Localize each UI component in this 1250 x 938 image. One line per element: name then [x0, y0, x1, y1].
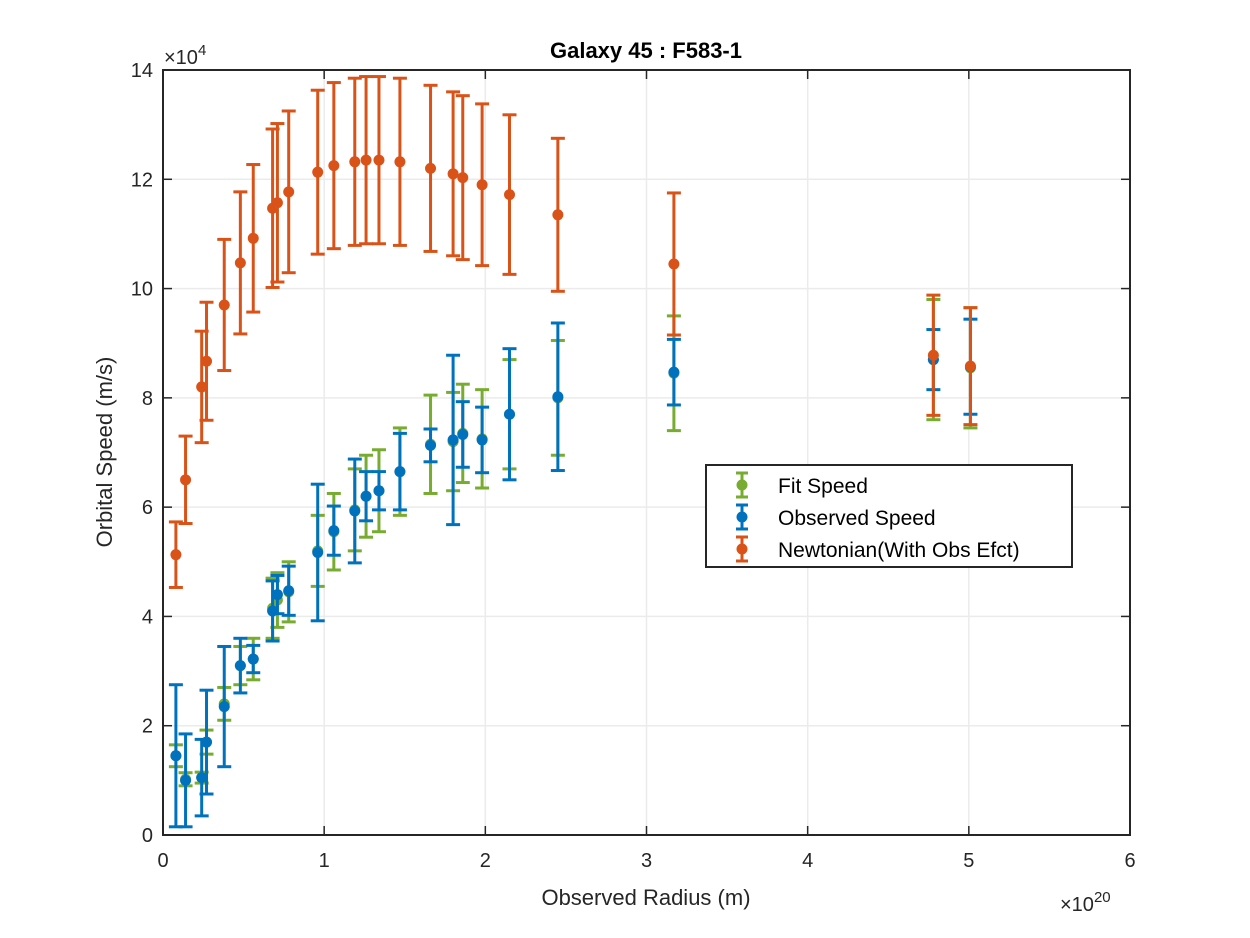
data-point [476, 434, 488, 446]
y-exponent-label: ×104 [164, 42, 206, 69]
data-point [196, 381, 208, 393]
data-point [360, 154, 372, 166]
data-point [394, 466, 406, 478]
data-point [312, 166, 324, 178]
data-point [218, 701, 230, 713]
data-point [283, 186, 295, 198]
data-point [425, 162, 437, 174]
data-point [552, 391, 564, 403]
data-point [373, 485, 385, 497]
data-point [234, 660, 246, 672]
data-point [668, 366, 680, 378]
x-tick-label: 0 [157, 850, 168, 872]
y-tick-label: 10 [131, 279, 153, 301]
data-point [504, 189, 516, 201]
chart-title: Galaxy 45 : F583-1 [550, 38, 742, 63]
legend-marker-dot [736, 479, 748, 491]
y-tick-label: 12 [131, 169, 153, 191]
data-point [964, 360, 976, 372]
data-point [360, 490, 372, 502]
data-point [373, 154, 385, 166]
data-point [504, 408, 516, 420]
legend-items: Fit Speed Observed Speed Newtonian(With Ob… [736, 471, 1020, 563]
data-point [201, 736, 213, 748]
data-point [170, 750, 182, 762]
y-tick-label: 14 [131, 60, 153, 82]
data-point [328, 525, 340, 537]
y-axis-label: Orbital Speed (m/s) [92, 357, 117, 548]
series-layer [168, 75, 978, 829]
data-point [349, 156, 361, 168]
series-2 [168, 75, 978, 589]
data-point [552, 209, 564, 221]
legend: Fit Speed Observed Speed Newtonian(With Ob… [705, 464, 1073, 568]
data-point [283, 585, 295, 597]
data-point [349, 505, 361, 517]
y-tick-label: 6 [142, 497, 153, 519]
legend-label: Observed Speed [778, 507, 936, 530]
data-point [394, 156, 406, 168]
data-point [196, 772, 208, 784]
data-point [457, 428, 469, 440]
data-point [328, 160, 340, 172]
data-point [234, 257, 246, 269]
data-point [312, 546, 324, 558]
data-point [476, 179, 488, 191]
data-point [247, 232, 259, 244]
y-exponent-power: 4 [198, 42, 206, 59]
legend-box [705, 464, 1073, 568]
y-tick-label: 2 [142, 716, 153, 738]
data-point [927, 349, 939, 361]
x-tick-label: 2 [480, 850, 491, 872]
legend-label: Newtonian(With Obs Efct) [778, 539, 1020, 562]
data-point [218, 299, 230, 311]
data-point [668, 258, 680, 270]
legend-marker-dot [736, 543, 748, 555]
y-tick-label: 8 [142, 388, 153, 410]
x-exponent-power: 20 [1094, 889, 1111, 906]
x-exponent-label: ×1020 [1060, 889, 1111, 916]
data-point [447, 434, 459, 446]
x-tick-label: 1 [319, 850, 330, 872]
data-point [247, 653, 259, 665]
x-axis-label: Observed Radius (m) [541, 885, 750, 910]
data-point [180, 774, 192, 786]
legend-label: Fit Speed [778, 475, 868, 498]
y-tick-label: 4 [142, 606, 153, 628]
data-point [271, 589, 283, 601]
data-point [180, 474, 192, 486]
data-point [425, 439, 437, 451]
data-point [201, 355, 213, 367]
data-point [447, 168, 459, 180]
x-tick-label: 6 [1124, 850, 1135, 872]
y-tick-label: 0 [142, 825, 153, 847]
data-point [170, 549, 182, 561]
legend-marker-dot [736, 511, 748, 523]
data-point [271, 197, 283, 209]
x-tick-label: 4 [802, 850, 813, 872]
x-tick-label: 3 [641, 850, 652, 872]
y-exponent-base: ×10 [164, 47, 198, 69]
data-point [457, 172, 469, 184]
x-exponent-base: ×10 [1060, 894, 1094, 916]
x-tick-label: 5 [963, 850, 974, 872]
